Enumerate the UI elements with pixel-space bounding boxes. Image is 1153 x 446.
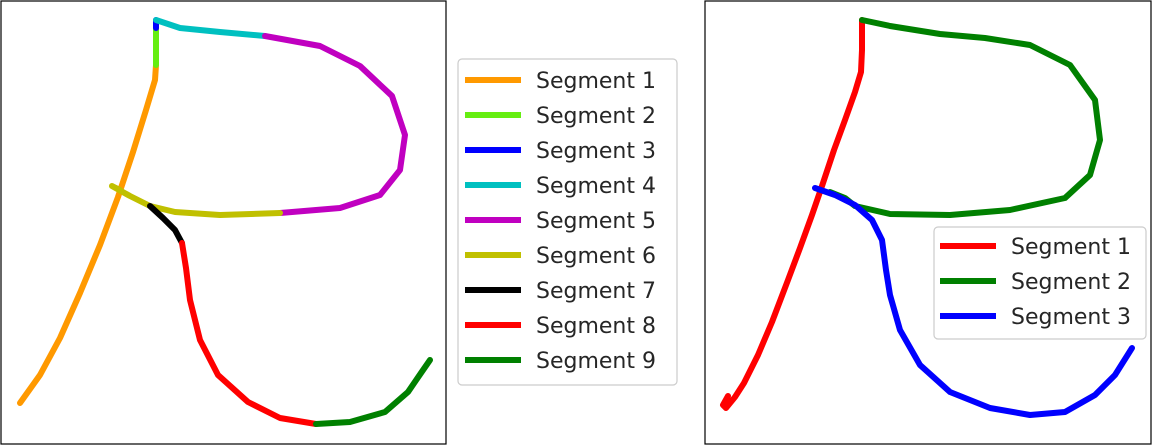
series-line-1 [17,62,159,406]
left-legend-box [457,58,678,386]
left-trajectory-lines [17,17,433,427]
right-axes-frame [704,0,1152,445]
right-trajectory-lines [720,17,1135,418]
legend-label-8: Segment 8 [536,314,656,339]
series-line-4 [153,17,268,39]
series-line-9 [313,357,433,427]
legend-label-3: Segment 3 [536,139,656,164]
series-line-1 [720,17,865,411]
right-legend-items: Segment 1 Segment 2 Segment 3 [940,235,1131,330]
legend-label-3: Segment 3 [1011,305,1131,330]
series-line-2 [827,17,1103,218]
right-legend-box [933,226,1147,340]
series-line-8 [179,240,319,427]
series-line-7 [147,203,185,246]
right-panel: Segment 1 Segment 2 Segment 3 [704,0,1152,445]
series-line-3 [812,185,1135,418]
legend-label-1: Segment 1 [1011,235,1131,260]
legend-label-4: Segment 4 [536,174,656,199]
legend-label-2: Segment 2 [536,104,656,129]
legend-label-1: Segment 1 [536,69,656,94]
legend-label-9: Segment 9 [536,349,656,374]
left-legend-items: Segment 1 Segment 2 Segment 3 Segment 4 Segm… [465,69,656,374]
left-panel [0,0,447,445]
legend-label-5: Segment 5 [536,209,656,234]
series-line-5 [262,33,408,216]
legend-label-2: Segment 2 [1011,270,1131,295]
left-legend: Segment 1 Segment 2 Segment 3 Segment 4 Segm… [457,58,678,386]
legend-label-6: Segment 6 [536,244,656,269]
legend-label-7: Segment 7 [536,279,656,304]
right-legend: Segment 1 Segment 2 Segment 3 [933,226,1147,340]
